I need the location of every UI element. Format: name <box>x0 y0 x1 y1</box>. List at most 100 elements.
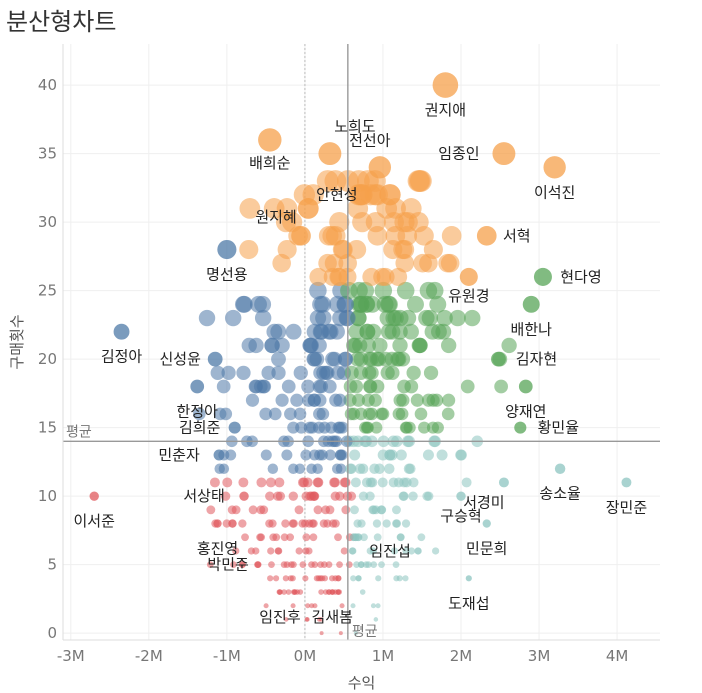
labeled-point <box>318 142 342 166</box>
data-point <box>370 603 376 609</box>
data-point <box>319 519 329 528</box>
data-point <box>376 407 390 421</box>
data-point <box>357 561 365 568</box>
y-axis-title: 구매횟수 <box>8 314 26 369</box>
point-label: 노희도 <box>334 118 376 136</box>
data-point <box>305 603 311 609</box>
labeled-point <box>533 267 552 286</box>
point-label: 배희순 <box>249 154 291 172</box>
data-point <box>275 547 283 555</box>
labeled-point <box>190 379 205 394</box>
data-point <box>281 379 296 394</box>
point-label: 민춘자 <box>158 446 200 464</box>
data-point <box>308 519 317 528</box>
data-point <box>238 477 249 488</box>
labeled-point <box>432 72 459 98</box>
data-point <box>374 463 385 474</box>
data-point <box>273 575 280 582</box>
data-point <box>309 281 327 300</box>
data-point <box>384 323 401 340</box>
data-point <box>301 379 315 394</box>
data-point <box>461 477 472 488</box>
data-point <box>301 491 311 501</box>
data-point <box>284 407 297 421</box>
labeled-point <box>228 421 241 434</box>
x-tick-label: -1M <box>213 647 241 665</box>
data-point <box>192 407 206 421</box>
data-point <box>287 421 300 434</box>
data-point <box>336 561 343 568</box>
data-point <box>460 379 475 394</box>
data-point <box>239 239 259 260</box>
point-label: 유원경 <box>448 287 489 305</box>
data-point <box>280 533 289 542</box>
data-point <box>355 575 362 582</box>
point-label: 원지혜 <box>255 208 296 226</box>
data-point <box>230 561 237 568</box>
data-point <box>384 463 395 474</box>
data-point <box>318 589 324 595</box>
data-point <box>329 212 350 233</box>
data-point <box>206 561 214 568</box>
data-point <box>325 351 340 367</box>
chart-title: 분산형차트 <box>6 8 117 36</box>
data-point <box>272 533 281 542</box>
data-point <box>340 281 358 300</box>
data-point <box>361 393 375 407</box>
axes: 0 5 10 15 20 25 30 35 40 -3M -2M -1M 0M 1M 2M 3M 4M 수익 구매횟… <box>8 44 660 692</box>
point-label: 송소율 <box>539 485 580 503</box>
data-point <box>373 617 379 622</box>
y-tick-label: 0 <box>47 624 57 642</box>
point-label: 현다영 <box>560 268 601 286</box>
data-point <box>220 491 231 501</box>
data-point <box>449 309 466 327</box>
data-point <box>455 449 467 461</box>
data-point <box>288 519 297 528</box>
data-point <box>270 323 287 340</box>
data-point <box>232 547 240 555</box>
point-label: 전선아 <box>349 131 391 149</box>
y-tick-label: 30 <box>38 213 57 231</box>
data-point <box>309 603 315 609</box>
point-label: 임진후 <box>259 608 301 626</box>
data-point <box>291 589 298 595</box>
data-point <box>336 295 354 313</box>
y-tick-label: 40 <box>38 76 57 94</box>
data-point <box>254 309 272 327</box>
data-point <box>210 365 225 380</box>
point-label: 황민율 <box>538 419 579 437</box>
data-point <box>349 449 361 461</box>
data-point <box>441 407 455 421</box>
point-label: 김새봄 <box>312 608 353 626</box>
data-point <box>393 393 407 407</box>
data-point <box>302 575 309 582</box>
labeled-point <box>329 589 336 595</box>
data-point <box>256 477 267 488</box>
labeled-point <box>518 379 533 394</box>
data-point <box>300 519 310 528</box>
point-label: 임종인 <box>438 145 479 163</box>
labeled-point <box>465 575 472 582</box>
data-point <box>354 463 366 474</box>
data-point <box>281 519 290 528</box>
data-point <box>348 323 365 340</box>
data-point <box>343 393 357 407</box>
data-point <box>313 407 326 421</box>
x-tick-label: -2M <box>135 647 163 665</box>
data-point <box>361 477 372 488</box>
data-point <box>282 575 289 582</box>
data-point <box>231 505 241 515</box>
data-point <box>464 309 481 327</box>
data-point <box>421 393 436 407</box>
data-point <box>267 547 275 555</box>
data-point <box>249 379 263 394</box>
data-point <box>313 323 330 340</box>
labeled-point <box>213 519 222 528</box>
data-point <box>407 170 430 192</box>
data-point <box>247 547 255 555</box>
data-point <box>312 463 323 474</box>
data-point <box>358 295 376 313</box>
data-point <box>325 421 338 434</box>
data-point <box>431 547 440 555</box>
